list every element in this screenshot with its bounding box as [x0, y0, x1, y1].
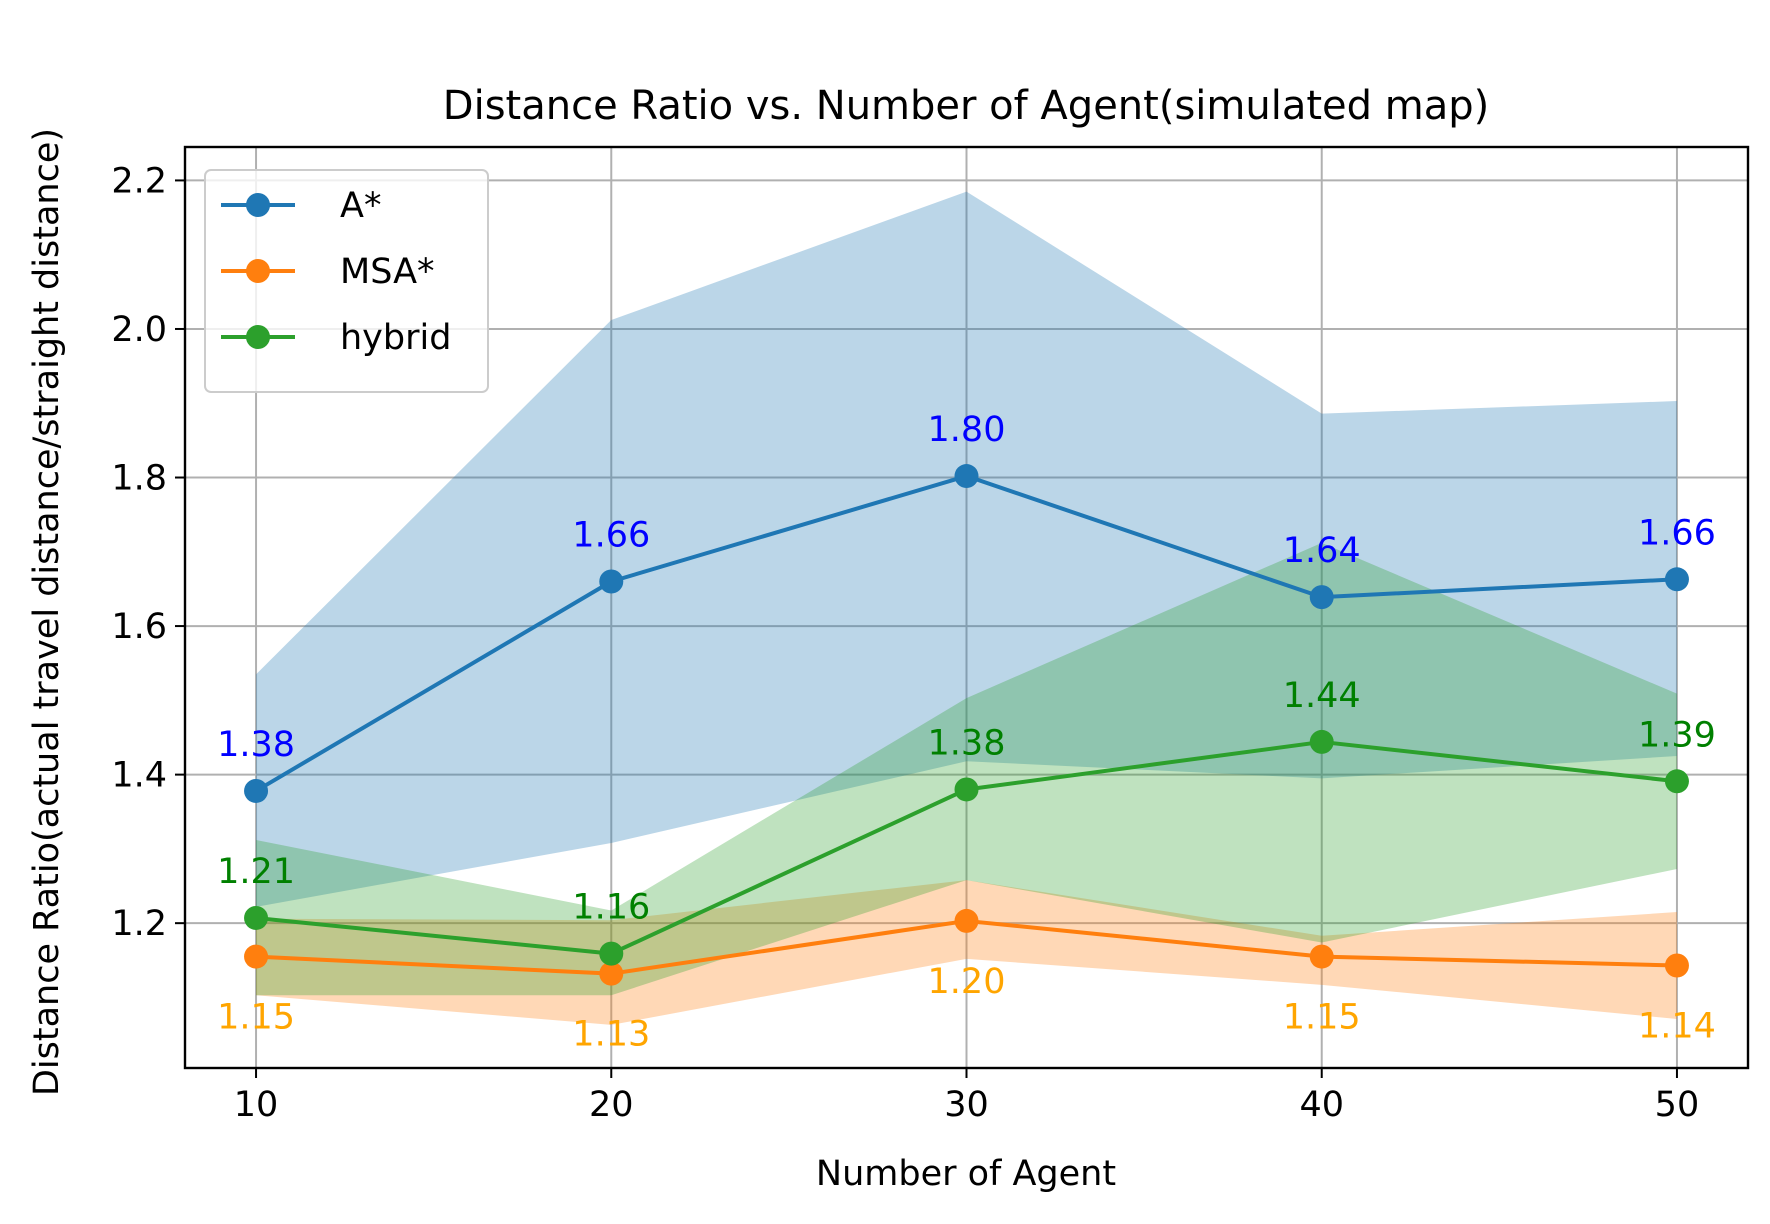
- x-tick-label-10: 10: [234, 1085, 279, 1125]
- x-tick-label-20: 20: [589, 1085, 634, 1125]
- legend-marker-a: [246, 193, 270, 217]
- data-label-a-30: 1.80: [928, 410, 1006, 450]
- data-label-hybrid-20: 1.16: [572, 888, 650, 928]
- y-tick-label-1.2: 1.2: [111, 904, 167, 944]
- data-label-hybrid-40: 1.44: [1283, 676, 1361, 716]
- data-label-msa-40: 1.15: [1283, 998, 1361, 1038]
- legend-label-msa: MSA*: [340, 252, 435, 292]
- confidence-bands: [256, 191, 1677, 1025]
- plot-frame: [183, 145, 1750, 1070]
- band-a: [256, 191, 1677, 907]
- y-tick-label-1.6: 1.6: [111, 607, 167, 647]
- point-msa-40: [1309, 944, 1334, 969]
- point-a-50: [1664, 567, 1689, 592]
- x-tick-label-40: 40: [1299, 1085, 1344, 1125]
- point-a-10: [244, 778, 269, 803]
- data-label-a-20: 1.66: [572, 516, 650, 556]
- point-msa-30: [954, 908, 979, 933]
- point-hybrid-20: [599, 941, 624, 966]
- data-label-hybrid-30: 1.38: [928, 723, 1006, 763]
- point-hybrid-50: [1664, 769, 1689, 794]
- y-tick-label-1.8: 1.8: [111, 459, 167, 499]
- data-label-hybrid-50: 1.39: [1638, 715, 1716, 755]
- chart-title: Distance Ratio vs. Number of Agent(simul…: [443, 83, 1489, 129]
- axes: 10 20 30 40 50 1.2 1.4 1.6 1.8 2.0 2.2: [111, 145, 1750, 1125]
- data-label-msa-20: 1.13: [572, 1015, 650, 1055]
- point-a-20: [599, 569, 624, 594]
- y-axis-label: Distance Ratio(actual travel distance/st…: [27, 128, 67, 1096]
- data-label-a-50: 1.66: [1638, 513, 1716, 553]
- band-hybrid: [256, 542, 1677, 996]
- legend-marker-msa: [246, 259, 270, 283]
- x-tick-label-50: 50: [1655, 1085, 1700, 1125]
- legend-label-a: A*: [340, 186, 381, 226]
- y-tick-label-2.2: 2.2: [111, 161, 167, 201]
- point-hybrid-30: [954, 777, 979, 802]
- x-tick-label-30: 30: [944, 1085, 989, 1125]
- data-label-hybrid-10: 1.21: [217, 852, 295, 892]
- point-msa-20: [599, 961, 624, 986]
- data-label-msa-10: 1.15: [217, 998, 295, 1038]
- grid: [185, 147, 1748, 1068]
- data-label-a-10: 1.38: [217, 725, 295, 765]
- legend-label-hybrid: hybrid: [340, 318, 451, 358]
- data-label-msa-50: 1.14: [1638, 1007, 1716, 1047]
- y-tick-label-1.4: 1.4: [111, 756, 167, 796]
- point-msa-10: [244, 944, 269, 969]
- data-label-msa-30: 1.20: [928, 962, 1006, 1002]
- point-msa-50: [1664, 953, 1689, 978]
- y-tick-label-2.0: 2.0: [111, 310, 167, 350]
- legend: A* MSA* hybrid: [204, 169, 489, 393]
- x-axis-label: Number of Agent: [816, 1154, 1116, 1194]
- point-hybrid-10: [244, 905, 269, 930]
- point-a-40: [1309, 585, 1334, 610]
- point-a-30: [954, 464, 979, 489]
- legend-marker-hybrid: [246, 325, 270, 349]
- series-markers: [244, 464, 1689, 986]
- point-hybrid-40: [1309, 729, 1334, 754]
- data-label-a-40: 1.64: [1283, 531, 1361, 571]
- band-msa: [256, 880, 1677, 1025]
- data-labels: 1.38 1.66 1.80 1.64 1.66 1.15 1.13 1.20 1.15 1.14…: [217, 410, 1716, 1055]
